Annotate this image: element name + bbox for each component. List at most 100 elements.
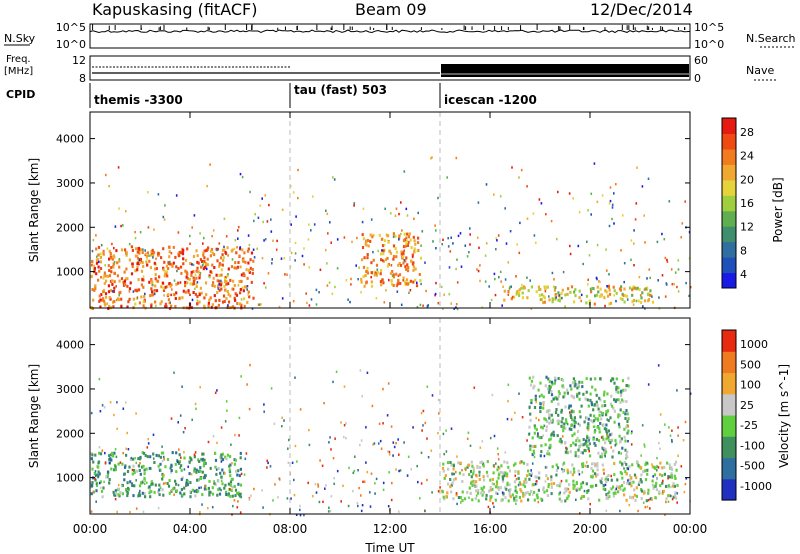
heatmap-cell <box>226 453 230 457</box>
heatmap-cell <box>238 434 240 437</box>
heatmap-cell <box>503 289 506 293</box>
heatmap-cell <box>537 285 540 289</box>
heatmap-cell <box>390 425 393 428</box>
heatmap-cell <box>288 438 290 442</box>
heatmap-cell <box>326 284 329 287</box>
heatmap-cell <box>535 428 538 432</box>
heatmap-cell <box>627 440 629 443</box>
heatmap-cell <box>107 284 110 288</box>
heatmap-cell <box>507 290 510 293</box>
heatmap-cell <box>169 466 172 470</box>
heatmap-cell <box>450 490 453 494</box>
heatmap-cell <box>578 473 581 476</box>
heatmap-cell <box>113 493 116 497</box>
heatmap-cell <box>551 465 554 469</box>
heatmap-cell <box>688 294 690 298</box>
heatmap-cell <box>585 461 588 464</box>
heatmap-cell <box>558 492 561 496</box>
heatmap-cell <box>201 493 204 497</box>
heatmap-cell <box>588 442 591 446</box>
heatmap-cell <box>412 268 415 272</box>
heatmap-cell <box>494 491 498 495</box>
heatmap-cell <box>124 248 127 252</box>
heatmap-cell <box>111 282 114 286</box>
heatmap-cell <box>127 486 130 490</box>
heatmap-cell <box>631 300 634 304</box>
heatmap-cell <box>608 288 611 292</box>
heatmap-cell <box>180 271 183 275</box>
heatmap-cell <box>224 483 227 487</box>
heatmap-cell <box>587 428 589 432</box>
heatmap-cell <box>556 434 559 438</box>
heatmap-cell <box>640 488 643 491</box>
heatmap-cell <box>160 300 163 304</box>
heatmap-cell <box>220 460 223 463</box>
heatmap-cell <box>163 218 166 221</box>
heatmap-cell <box>499 270 502 274</box>
heatmap-cell <box>662 479 664 483</box>
heatmap-cell <box>363 284 366 288</box>
heatmap-cell <box>109 279 113 283</box>
heatmap-cell <box>200 265 203 269</box>
heatmap-cell <box>388 450 391 454</box>
heatmap-cell <box>281 208 284 211</box>
heatmap-cell <box>390 279 393 283</box>
heatmap-cell <box>181 493 184 497</box>
x-tick-label: 08:00 <box>273 522 308 536</box>
heatmap-cell <box>115 491 118 495</box>
heatmap-cell <box>334 437 336 440</box>
heatmap-cell <box>643 214 645 217</box>
x-axis-label: Time UT <box>364 541 415 554</box>
heatmap-cell <box>219 455 222 459</box>
heatmap-cell <box>395 207 398 210</box>
heatmap-cell <box>196 281 199 284</box>
heatmap-cell <box>477 488 480 492</box>
heatmap-cell <box>640 489 643 493</box>
heatmap-cell <box>175 194 178 197</box>
heatmap-cell <box>113 413 115 417</box>
heatmap-cell <box>604 450 608 454</box>
heatmap-cell <box>171 288 173 291</box>
heatmap-cell <box>530 472 533 476</box>
heatmap-cell <box>658 473 662 477</box>
heatmap-cell <box>100 276 102 279</box>
heatmap-cell <box>232 288 235 291</box>
heatmap-cell <box>498 276 500 279</box>
heatmap-cell <box>231 305 235 309</box>
heatmap-cell <box>222 294 226 298</box>
heatmap-cell <box>130 456 133 460</box>
heatmap-cell <box>313 223 316 226</box>
heatmap-cell <box>627 376 630 380</box>
heatmap-cell <box>389 251 393 255</box>
heatmap-cell <box>360 291 362 294</box>
heatmap-cell <box>632 299 635 302</box>
heatmap-cell <box>619 509 621 513</box>
heatmap-cell <box>471 484 474 487</box>
heatmap-cell <box>166 458 170 461</box>
heatmap-cell <box>564 293 567 297</box>
heatmap-cell <box>482 485 486 489</box>
heatmap-cell <box>158 483 161 487</box>
heatmap-cell <box>199 271 202 275</box>
heatmap-cell <box>321 464 324 467</box>
heatmap-cell <box>340 421 342 424</box>
heatmap-cell <box>419 279 422 283</box>
heatmap-cell <box>197 270 200 274</box>
heatmap-cell <box>628 482 631 486</box>
heatmap-cell <box>668 494 671 498</box>
heatmap-cell <box>649 293 652 297</box>
heatmap-cell <box>550 380 554 384</box>
heatmap-cell <box>586 240 588 243</box>
heatmap-cell <box>535 416 537 420</box>
heatmap-cell <box>608 292 612 296</box>
heatmap-cell <box>470 460 473 464</box>
heatmap-cell <box>103 271 106 275</box>
heatmap-cell <box>161 445 163 448</box>
heatmap-cell <box>119 491 122 494</box>
heatmap-cell <box>177 281 180 285</box>
heatmap-cell <box>91 249 94 253</box>
colorbar-frame <box>721 329 737 501</box>
heatmap-cell <box>289 185 292 188</box>
heatmap-cell <box>641 185 644 188</box>
heatmap-cell <box>221 468 224 472</box>
